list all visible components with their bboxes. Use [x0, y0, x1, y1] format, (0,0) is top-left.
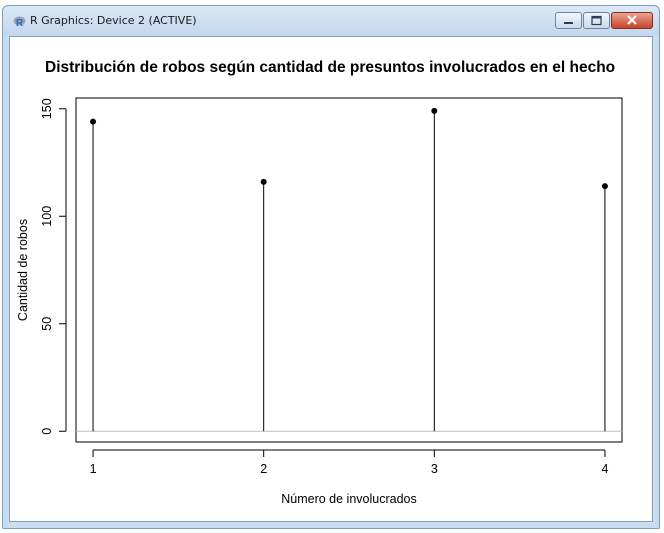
data-point [90, 118, 97, 125]
maximize-icon [591, 15, 602, 26]
x-tick-label: 4 [601, 462, 608, 476]
window-title: R Graphics: Device 2 (ACTIVE) [30, 14, 197, 27]
minimize-icon [564, 22, 573, 24]
chart-title: Distribución de robos según cantidad de … [45, 59, 615, 76]
r-graphics-window: R R Graphics: Device 2 (ACTIVE) [2, 5, 660, 529]
close-icon [627, 15, 637, 25]
r-logo-icon: R [13, 16, 26, 28]
y-axis-label: Cantidad de robos [16, 219, 30, 321]
data-marks [90, 107, 608, 432]
x-tick-label: 2 [260, 462, 267, 476]
maximize-button[interactable] [583, 12, 610, 29]
plot-area: Distribución de robos según cantidad de … [9, 36, 653, 522]
lollipop-chart: Distribución de robos según cantidad de … [16, 59, 623, 506]
data-point [260, 178, 267, 185]
minimize-button[interactable] [555, 12, 582, 29]
caption-buttons [555, 12, 653, 30]
x-tick-label: 1 [90, 462, 97, 476]
x-tick-label: 3 [431, 462, 438, 476]
plot-box [75, 97, 623, 443]
window-titlebar[interactable]: R R Graphics: Device 2 (ACTIVE) [3, 6, 659, 36]
svg-text:R: R [16, 18, 24, 28]
data-point [601, 183, 608, 190]
x-axis-label: Número de involucrados [281, 492, 417, 506]
y-axis: 0 50 100 150 [40, 98, 67, 435]
y-tick-label: 50 [40, 317, 54, 331]
close-button[interactable] [611, 12, 653, 29]
y-tick-label: 0 [40, 428, 54, 435]
y-tick-label: 100 [40, 206, 54, 227]
data-point [431, 107, 438, 114]
y-tick-label: 150 [40, 98, 54, 119]
x-axis: 1 2 3 4 [90, 449, 608, 476]
